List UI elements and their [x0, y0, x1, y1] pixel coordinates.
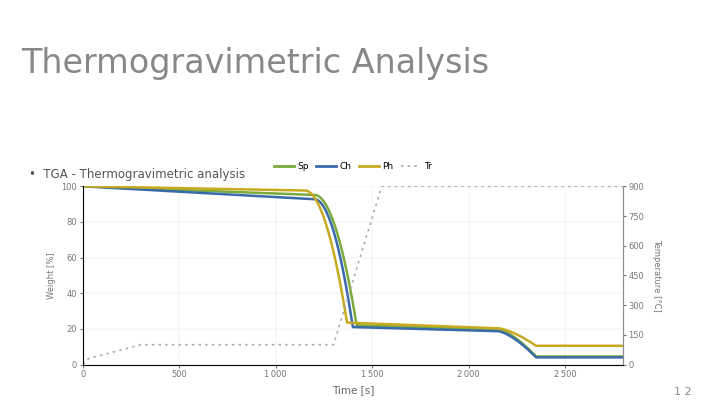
X-axis label: Time [s]: Time [s]	[332, 385, 374, 394]
Text: •  TGA - Thermogravimetric analysis: • TGA - Thermogravimetric analysis	[29, 168, 245, 181]
Legend: Sp, Ch, Ph, Tr: Sp, Ch, Ph, Tr	[270, 159, 436, 175]
Y-axis label: Temperature [°C]: Temperature [°C]	[652, 239, 661, 312]
Text: 1 2: 1 2	[674, 387, 691, 397]
Text: UNIVERSITETET I AGDER: UNIVERSITETET I AGDER	[50, 16, 184, 26]
Text: Thermogravimetric Analysis: Thermogravimetric Analysis	[22, 47, 490, 79]
Y-axis label: Weight [%]: Weight [%]	[47, 252, 56, 299]
